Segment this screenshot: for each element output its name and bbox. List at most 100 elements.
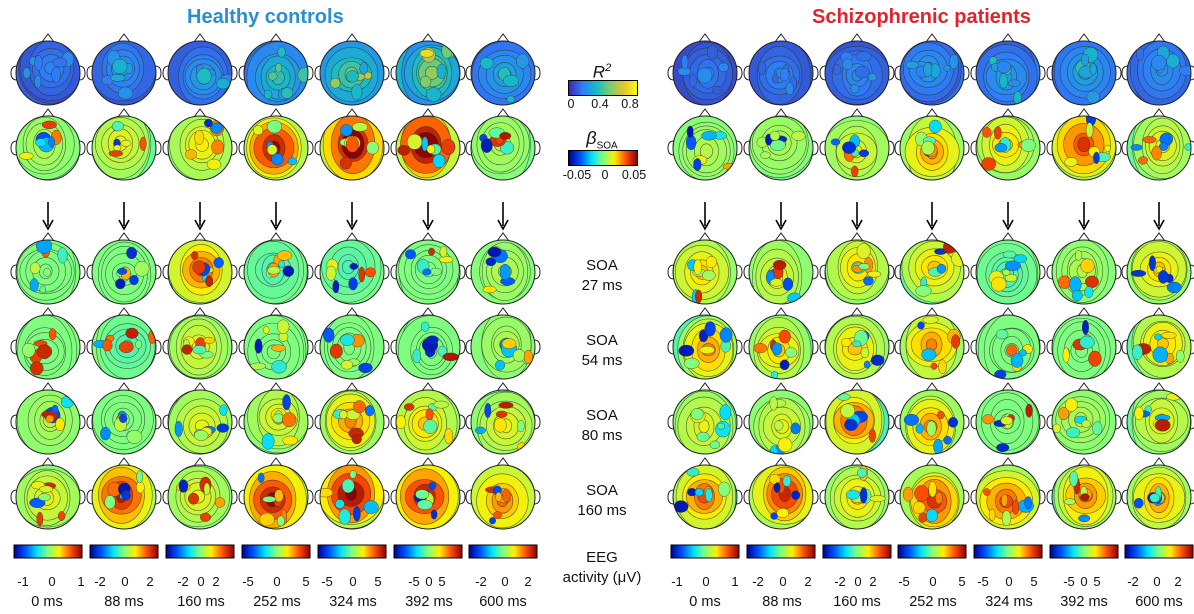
topomap-right-r3-c1: [743, 307, 819, 380]
topomap-left-r0-c4: [314, 33, 390, 106]
r2-colorbar-ticks: 0 0.4 0.8: [568, 97, 639, 113]
topomap-left-r5-c3: [238, 457, 314, 530]
topomap-right-r2-c5: [1046, 232, 1122, 305]
eeg-activity-label: EEG activity (μV): [552, 548, 652, 588]
topomap-right-r5-c1: [743, 457, 819, 530]
cb-tick: 5: [374, 574, 382, 589]
topomap-left-r4-c3: [238, 382, 314, 455]
topomap-right-r0-c6: [1121, 33, 1194, 106]
cb-tick: -2: [94, 574, 106, 589]
cb-tick: 5: [1093, 574, 1101, 589]
cb-tick: 5: [438, 574, 446, 589]
topomap-right-r5-c6: [1121, 457, 1194, 530]
topomap-right-r2-c6: [1121, 232, 1194, 305]
down-arrow-icon: [1002, 202, 1014, 231]
topomap-left-r3-c1: [86, 307, 162, 380]
time-label-left-5: 392 ms: [405, 594, 453, 610]
beta-tick: 0.05: [621, 168, 647, 182]
cb-tick: 5: [302, 574, 310, 589]
down-arrow-icon: [699, 202, 711, 231]
topomap-right-r4-c4: [970, 382, 1046, 455]
topomap-right-r1-c0: [667, 108, 743, 181]
topomap-right-r3-c2: [819, 307, 895, 380]
topomap-right-r4-c6: [1121, 382, 1194, 455]
topomap-right-r4-c0: [667, 382, 743, 455]
eeg-label-line2: activity (μV): [562, 569, 642, 586]
cb-tick: -5: [408, 574, 420, 589]
cb-tick: 0: [854, 574, 862, 589]
down-arrow-icon: [1153, 202, 1165, 231]
topomap-right-r1-c4: [970, 108, 1046, 181]
topomap-right-r2-c0: [667, 232, 743, 305]
colorbar-ticks-left-2: -2 0 2: [166, 574, 236, 590]
cb-tick: -5: [977, 574, 989, 589]
topomap-left-r3-c5: [390, 307, 466, 380]
colorbar-ticks-right-1: -2 0 2: [748, 574, 818, 590]
topomap-left-r5-c6: [465, 457, 541, 530]
topomap-right-r4-c3: [894, 382, 970, 455]
cb-tick: 5: [958, 574, 966, 589]
row-label-soa-54: SOA 54 ms: [562, 331, 642, 371]
row-label-line1: SOA: [586, 407, 618, 424]
time-label-right-3: 252 ms: [909, 594, 957, 610]
topomap-right-r1-c2: [819, 108, 895, 181]
down-arrow-icon: [926, 202, 938, 231]
topomap-left-r2-c6: [465, 232, 541, 305]
cb-tick: 0: [1153, 574, 1161, 589]
topomap-left-r4-c4: [314, 382, 390, 455]
time-label-right-4: 324 ms: [985, 594, 1033, 610]
beta-colorbar: [568, 150, 638, 166]
row-label-line2: 160 ms: [577, 502, 627, 519]
cb-tick: -2: [752, 574, 764, 589]
topomap-left-r2-c3: [238, 232, 314, 305]
time-label-right-0: 0 ms: [689, 594, 721, 610]
cb-tick: 0: [501, 574, 509, 589]
colorbar-ticks-left-4: -5 0 5: [318, 574, 388, 590]
topomap-right-r5-c4: [970, 457, 1046, 530]
down-arrow-icon: [851, 202, 863, 231]
eeg-colorbar-left-1: [89, 544, 159, 559]
cb-tick: 0: [273, 574, 281, 589]
topomap-right-r4-c5: [1046, 382, 1122, 455]
topomap-right-r4-c1: [743, 382, 819, 455]
eeg-colorbar-left-3: [241, 544, 311, 559]
time-label-right-6: 600 ms: [1135, 594, 1183, 610]
topomap-right-r1-c6: [1121, 108, 1194, 181]
topomap-left-r3-c2: [162, 307, 238, 380]
topomap-left-r5-c2: [162, 457, 238, 530]
cb-tick: 0: [929, 574, 937, 589]
cb-tick: 1: [77, 574, 85, 589]
cb-tick: -1: [671, 574, 683, 589]
down-arrow-icon: [194, 202, 206, 231]
cb-tick: 2: [1174, 574, 1182, 589]
eeg-colorbar-left-4: [317, 544, 387, 559]
down-arrow-icon: [42, 202, 54, 231]
topomap-right-r0-c5: [1046, 33, 1122, 106]
topomap-left-r3-c0: [10, 307, 86, 380]
topomap-right-r5-c3: [894, 457, 970, 530]
beta-tick: 0: [601, 168, 609, 182]
row-label-line1: SOA: [586, 257, 618, 274]
topomap-right-r0-c2: [819, 33, 895, 106]
healthy-controls-title: Healthy controls: [187, 6, 344, 28]
eeg-colorbar-right-1: [746, 544, 816, 559]
r2-legend-label: R2: [572, 58, 632, 83]
cb-tick: -5: [1063, 574, 1075, 589]
r2-colorbar: [568, 80, 638, 96]
time-label-left-0: 0 ms: [31, 594, 63, 610]
cb-tick: 0: [121, 574, 129, 589]
eeg-colorbar-left-5: [393, 544, 463, 559]
eeg-colorbar-right-3: [897, 544, 967, 559]
topomap-right-r3-c3: [894, 307, 970, 380]
cb-tick: -2: [1127, 574, 1139, 589]
topomap-left-r1-c1: [86, 108, 162, 181]
row-label-line2: 27 ms: [581, 277, 623, 294]
row-label-line1: SOA: [586, 332, 618, 349]
colorbar-ticks-right-6: -2 0 2: [1120, 574, 1190, 590]
time-label-left-4: 324 ms: [329, 594, 377, 610]
cb-tick: 5: [1030, 574, 1038, 589]
r2-label-text: R: [592, 62, 606, 82]
topomap-left-r2-c2: [162, 232, 238, 305]
topomap-left-r3-c4: [314, 307, 390, 380]
topomap-left-r2-c5: [390, 232, 466, 305]
